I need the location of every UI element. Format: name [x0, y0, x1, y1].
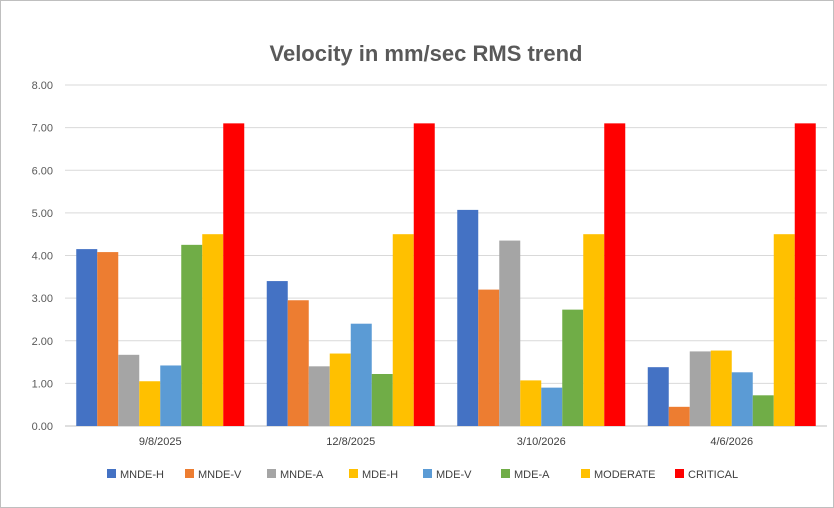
legend-item-mde-v: MDE-V — [423, 469, 472, 481]
bar-mnde-v-3 — [668, 406, 690, 426]
y-tick-label: 2.00 — [32, 336, 53, 348]
bar-moderate-2 — [583, 234, 605, 426]
bar-mde-h-0 — [139, 381, 161, 426]
y-tick-label: 0.00 — [32, 421, 53, 433]
legend-item-mde-a: MDE-A — [501, 469, 550, 481]
bar-mde-a-0 — [181, 244, 203, 426]
legend-swatch — [349, 469, 358, 478]
bar-mnde-h-1 — [266, 281, 288, 426]
legend: MNDE-H MNDE-V MNDE-A MDE-H MDE-V MDE-A MODERAT… — [107, 469, 738, 481]
chart-title: Velocity in mm/sec RMS trend — [270, 41, 583, 66]
legend-label: MODERATE — [594, 469, 656, 481]
y-tick-label: 4.00 — [32, 251, 53, 263]
bar-mde-v-0 — [160, 365, 182, 426]
bar-mnde-a-0 — [118, 354, 140, 426]
y-tick-label: 3.00 — [32, 293, 53, 305]
y-tick-label: 6.00 — [32, 165, 53, 177]
legend-label: MDE-A — [514, 469, 550, 481]
bar-mde-a-1 — [371, 373, 393, 426]
bar-critical-0 — [223, 123, 245, 427]
legend-swatch — [267, 469, 276, 478]
bar-mde-a-3 — [752, 395, 774, 426]
legend-item-mnde-v: MNDE-V — [185, 469, 242, 481]
bar-mnde-a-2 — [499, 240, 521, 426]
legend-label: MNDE-V — [198, 469, 242, 481]
bar-mde-v-1 — [350, 323, 372, 426]
bar-mnde-v-0 — [97, 252, 119, 426]
bar-mnde-v-1 — [287, 300, 309, 426]
legend-swatch — [423, 469, 432, 478]
bar-mnde-h-2 — [457, 209, 479, 426]
bar-mnde-h-3 — [647, 367, 669, 426]
y-tick-label: 8.00 — [32, 80, 53, 92]
bar-critical-1 — [413, 123, 435, 427]
legend-label: MNDE-H — [120, 469, 164, 481]
bar-mde-v-2 — [541, 387, 563, 426]
bar-mde-a-2 — [562, 309, 584, 426]
legend-label: MDE-H — [362, 469, 398, 481]
legend-item-mde-h: MDE-H — [349, 469, 398, 481]
bar-mde-h-2 — [520, 380, 542, 426]
bar-mnde-a-3 — [689, 351, 711, 426]
legend-item-moderate: MODERATE — [581, 469, 656, 481]
bar-critical-2 — [604, 123, 626, 427]
legend-label: CRITICAL — [688, 469, 738, 481]
x-category-label: 3/10/2026 — [517, 436, 566, 448]
y-tick-label: 7.00 — [32, 123, 53, 135]
bars — [76, 123, 816, 427]
legend-item-mnde-a: MNDE-A — [267, 469, 324, 481]
y-tick-label: 1.00 — [32, 378, 53, 390]
legend-item-critical: CRITICAL — [675, 469, 738, 481]
legend-swatch — [675, 469, 684, 478]
bar-mnde-h-0 — [76, 249, 98, 426]
bar-mde-v-3 — [731, 372, 753, 426]
bar-mde-h-1 — [329, 353, 351, 426]
bar-moderate-1 — [392, 234, 414, 426]
bar-mde-h-3 — [710, 350, 732, 426]
legend-swatch — [501, 469, 510, 478]
legend-swatch — [185, 469, 194, 478]
x-category-label: 9/8/2025 — [139, 436, 182, 448]
y-axis: 0.00 1.00 2.00 3.00 4.00 5.00 6.00 7.00 8.00 — [32, 80, 53, 433]
bar-mnde-v-2 — [478, 289, 500, 426]
bar-moderate-0 — [202, 234, 224, 426]
legend-label: MDE-V — [436, 469, 472, 481]
legend-label: MNDE-A — [280, 469, 324, 481]
bar-moderate-3 — [773, 234, 795, 426]
y-tick-label: 5.00 — [32, 208, 53, 220]
legend-item-mnde-h: MNDE-H — [107, 469, 164, 481]
legend-swatch — [581, 469, 590, 478]
x-category-label: 4/6/2026 — [710, 436, 753, 448]
bar-critical-3 — [794, 123, 816, 427]
x-category-label: 12/8/2025 — [326, 436, 375, 448]
legend-swatch — [107, 469, 116, 478]
bar-mnde-a-1 — [308, 366, 330, 426]
x-axis: 9/8/2025 12/8/2025 3/10/2026 4/6/2026 — [139, 436, 753, 448]
